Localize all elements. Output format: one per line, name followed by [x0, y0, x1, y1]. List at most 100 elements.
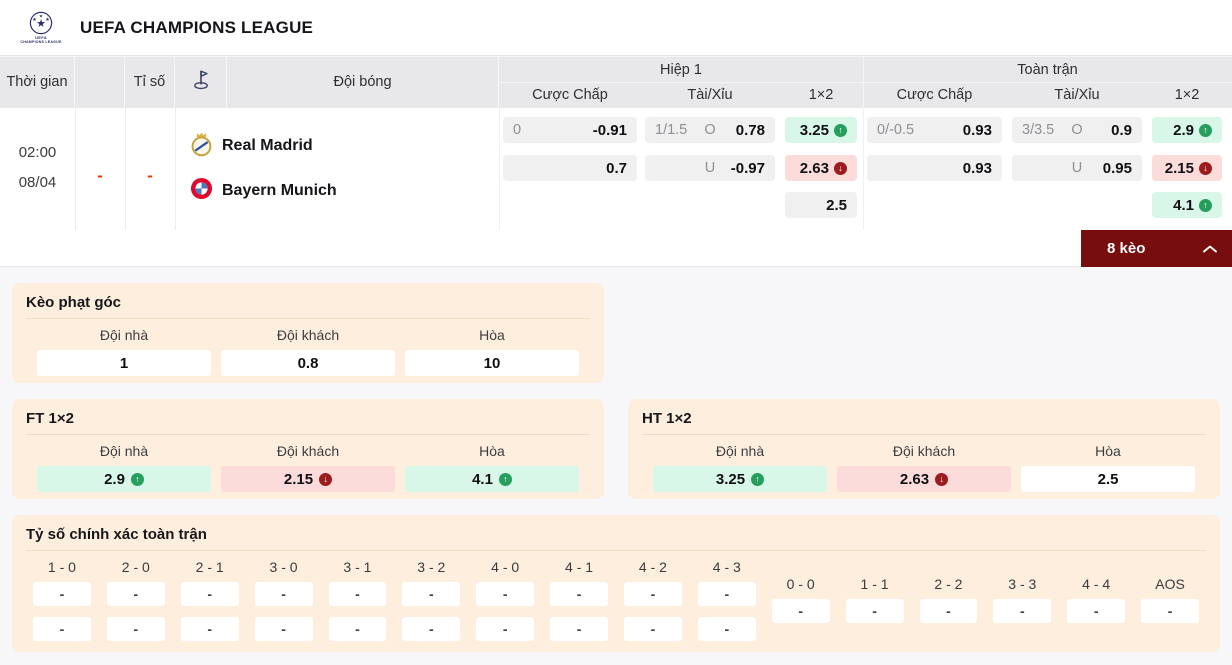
score-label: 4 - 4 — [1082, 576, 1111, 592]
odds-up-icon: ↑ — [751, 472, 765, 486]
ft-1x2-draw-odds[interactable]: 4.1 ↑ — [1152, 192, 1222, 218]
h1-under-odds[interactable]: U -0.97 — [645, 155, 775, 181]
score-odds-box[interactable]: - — [328, 582, 387, 606]
home-score: - — [97, 166, 103, 185]
ft-handicap-odds-1[interactable]: 0/-0.5 0.93 — [867, 117, 1002, 143]
h1-overunder-column: 1/1.5 O 0.78 U -0.97 — [645, 108, 775, 230]
score-odds-box[interactable]: - — [106, 617, 165, 641]
score-odds-box[interactable]: - — [33, 582, 91, 606]
score-column: 3 - 1 - - — [321, 559, 395, 652]
ft-draw-odds[interactable]: 4.1 ↑ — [405, 466, 579, 492]
ft-home-odds[interactable]: 2.9 ↑ — [37, 466, 211, 492]
score-odds-box[interactable]: - — [106, 582, 165, 606]
h1-handicap-odds-1[interactable]: 0 -0.91 — [503, 117, 637, 143]
h1-1x2-home-odds[interactable]: 3.25 ↑ — [785, 117, 857, 143]
column-label: Đội khách — [276, 327, 340, 343]
ft-away-odds[interactable]: 2.15 ↓ — [221, 466, 395, 492]
score-odds-box[interactable]: - — [919, 599, 978, 623]
score-label: 1 - 1 — [860, 576, 889, 592]
score-odds-box[interactable]: - — [254, 617, 313, 641]
score-odds-box[interactable]: - — [254, 582, 313, 606]
h1-1x2-draw-odds[interactable]: 2.5 — [785, 192, 857, 218]
ft-overunder-column: 3/3.5 O 0.9 U 0.95 — [1012, 108, 1142, 230]
ft-under-odds[interactable]: U 0.95 — [1012, 155, 1142, 181]
odds-down-icon: ↓ — [1199, 161, 1212, 175]
svg-text:★: ★ — [39, 13, 43, 18]
odds-up-icon: ↑ — [130, 472, 144, 486]
ft-handicap-odds-2[interactable]: 0.93 — [867, 155, 1002, 181]
score-column: 2 - 0 - - — [99, 559, 173, 652]
ht-draw-column: Hòa 2.5 — [1021, 443, 1195, 492]
h1-over-odds[interactable]: 1/1.5 O 0.78 — [645, 117, 775, 143]
score-odds-box[interactable]: - — [697, 582, 756, 606]
score-odds-box[interactable]: - — [402, 617, 461, 641]
odds-down-icon: ↓ — [834, 161, 847, 175]
score-odds-box[interactable]: - — [845, 599, 904, 623]
ft-1x2-away-odds[interactable]: 2.15 ↓ — [1152, 155, 1222, 181]
ht-draw-odds[interactable]: 2.5 — [1021, 466, 1195, 492]
score-odds-box[interactable]: - — [328, 617, 387, 641]
ht-away-odds[interactable]: 2.63 ↓ — [837, 466, 1011, 492]
corner-away-odds[interactable]: 0.8 — [221, 350, 395, 376]
score-odds-box[interactable]: - — [624, 617, 682, 641]
score-odds-box[interactable]: - — [1141, 599, 1199, 623]
svg-text:★: ★ — [45, 17, 50, 23]
corner-home-odds[interactable]: 1 — [37, 350, 211, 376]
score-column: 2 - 2 - — [912, 559, 986, 652]
score-column: AOS - — [1133, 559, 1207, 652]
score-column: 1 - 0 - - — [25, 559, 99, 652]
column-label: Đội khách — [276, 443, 340, 459]
away-score: - — [147, 166, 153, 185]
score-odds-box[interactable]: - — [476, 617, 535, 641]
h1-handicap-odds-2[interactable]: 0.7 — [503, 155, 637, 181]
col-header-overunder-ft: Tài/Xỉu — [1054, 87, 1100, 103]
corner-draw-odds[interactable]: 10 — [405, 350, 579, 376]
score-odds-box[interactable]: - — [33, 617, 91, 641]
away-team-name: Bayern Munich — [222, 182, 337, 199]
match-time: 02:00 08/04 — [0, 138, 75, 198]
corner-away-column: Đội khách 0.8 — [221, 327, 395, 376]
score-odds-box[interactable]: - — [993, 599, 1052, 623]
score-odds-box[interactable]: - — [1067, 599, 1126, 623]
score-odds-box[interactable]: - — [697, 617, 756, 641]
score-label: 4 - 2 — [638, 559, 667, 575]
score-odds-box[interactable]: - — [550, 617, 608, 641]
score-odds-box[interactable]: - — [180, 582, 239, 606]
match-row[interactable]: 02:00 08/04 - - Real Madrid — [0, 108, 1232, 231]
ft-home-column: Đội nhà 2.9 ↑ — [37, 443, 211, 492]
ht-home-odds[interactable]: 3.25 ↑ — [653, 466, 827, 492]
column-label: Hòa — [479, 327, 505, 343]
svg-text:★: ★ — [32, 17, 37, 23]
score-label: AOS — [1155, 576, 1185, 592]
svg-text:★: ★ — [36, 18, 46, 30]
score-odds-box[interactable]: - — [624, 582, 682, 606]
ht-home-column: Đội nhà 3.25 ↑ — [653, 443, 827, 492]
score-odds-box[interactable]: - — [476, 582, 535, 606]
col-header-1x2-h1: 1×2 — [808, 87, 834, 103]
correct-score-grid: 1 - 0--2 - 0--2 - 1--3 - 0--3 - 1--3 - 2… — [25, 559, 1207, 652]
score-label: 2 - 0 — [121, 559, 150, 575]
score-odds-box[interactable]: - — [180, 617, 239, 641]
odds-up-icon: ↑ — [1199, 123, 1212, 137]
ft-over-odds[interactable]: 3/3.5 O 0.9 — [1012, 117, 1142, 143]
league-header: ★ ★ ★ ★ UEFA CHAMPIONS LEAGUE UEFA CHAMP… — [0, 0, 1232, 56]
score-column: 1 - 1 - — [838, 559, 912, 652]
away-team[interactable]: Bayern Munich — [190, 177, 337, 205]
ft-1x2-column: 2.9 ↑ 2.15 ↓ 4.1 ↑ — [1152, 108, 1222, 230]
score-odds-box[interactable]: - — [550, 582, 608, 606]
home-team[interactable]: Real Madrid — [190, 132, 313, 160]
h1-1x2-away-odds[interactable]: 2.63 ↓ — [785, 155, 857, 181]
score-column: 4 - 0 - - — [468, 559, 542, 652]
col-header-1x2-ft: 1×2 — [1174, 87, 1200, 103]
ft-1x2-home-odds[interactable]: 2.9 ↑ — [1152, 117, 1222, 143]
score-column: 4 - 2 - - — [616, 559, 690, 652]
more-bets-button[interactable]: 8 kèo — [1081, 230, 1232, 267]
score-column: 0 - 0 - — [764, 559, 838, 652]
more-bets-bar: 8 kèo — [0, 230, 1232, 267]
score-odds-box[interactable]: - — [402, 582, 461, 606]
ht-1x2-panel: HT 1×2 Đội nhà 3.25 ↑ Đội khách 2.63 ↓ H… — [628, 399, 1220, 499]
score-odds-box[interactable]: - — [771, 599, 830, 623]
score-label: 0 - 0 — [786, 576, 815, 592]
h1-handicap-column: 0 -0.91 0.7 — [503, 108, 637, 230]
more-bets-label: 8 kèo — [1107, 240, 1146, 257]
